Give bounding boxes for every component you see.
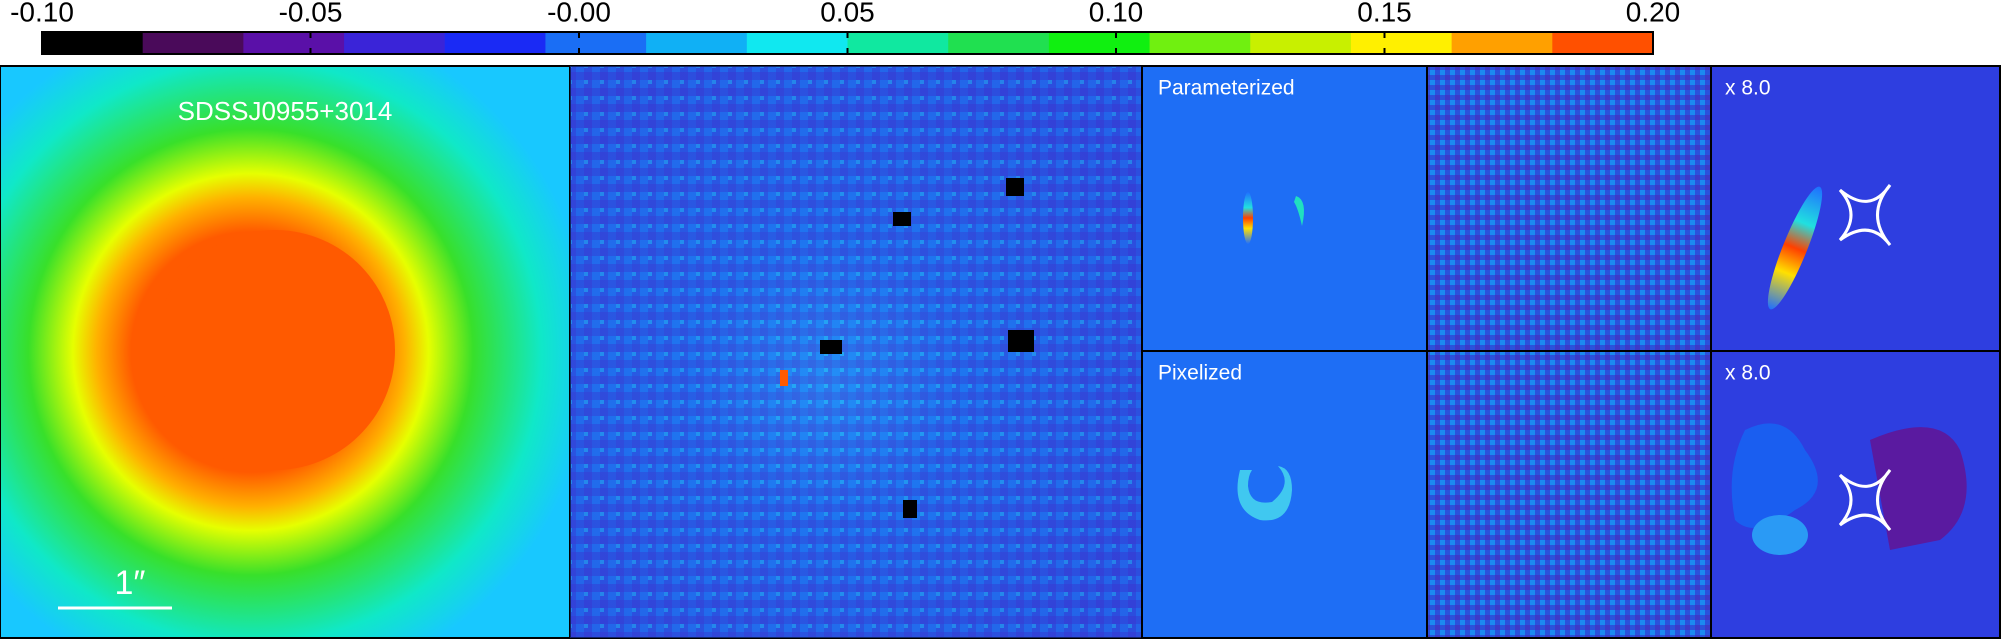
panel-label: Parameterized: [1158, 77, 1295, 100]
colorbar-segment: [847, 32, 949, 54]
colorbar-tick-label: 0.05: [820, 0, 875, 27]
panel-source: x 8.0 x 8.0: [1710, 65, 2001, 639]
colorbar-segment: [1552, 32, 1654, 54]
colorbar-segment: [545, 32, 647, 54]
magnification-label: x 8.0: [1725, 362, 1771, 385]
panel-residual-small: [1426, 65, 1712, 639]
panel-pixelized: Pixelized: [1141, 350, 1428, 639]
colorbar-segment: [948, 32, 1050, 54]
colorbar-segment: [243, 32, 345, 54]
colorbar-segment: [1250, 32, 1352, 54]
colorbar-tick-label: -0.10: [10, 0, 74, 27]
object-label: SDSSJ0955+3014: [178, 96, 393, 126]
colorbar-segment: [1350, 32, 1453, 54]
colorbar-segment: [646, 32, 748, 54]
colorbar-segment: [444, 32, 546, 54]
colorbar: -0.10 -0.05 -0.00 0.05 0.10 0.15 0.20: [10, 0, 1681, 55]
scale-label: 1″: [115, 564, 146, 602]
lens-galaxy: [155, 230, 395, 470]
panel-residual: [569, 65, 1143, 639]
colorbar-segment: [1451, 32, 1553, 54]
magnification-label: x 8.0: [1725, 77, 1771, 100]
colorbar-segment: [746, 32, 848, 54]
colorbar-tick-label: 0.15: [1357, 0, 1412, 27]
panel-label: Pixelized: [1158, 362, 1242, 385]
colorbar-segment: [142, 32, 244, 54]
colorbar-tick-label: -0.05: [279, 0, 343, 27]
colorbar-segment: [42, 32, 144, 54]
panel-parameterized: Parameterized: [1141, 65, 1428, 352]
colorbar-segment: [1048, 32, 1151, 54]
panel-data: SDSSJ0955+3014 1″: [0, 65, 571, 639]
colorbar-tick-label: -0.00: [547, 0, 611, 27]
colorbar-tick-label: 0.10: [1089, 0, 1144, 27]
colorbar-segment: [1149, 32, 1251, 54]
colorbar-tick-label: 0.20: [1626, 0, 1681, 27]
colorbar-segment: [344, 32, 446, 54]
